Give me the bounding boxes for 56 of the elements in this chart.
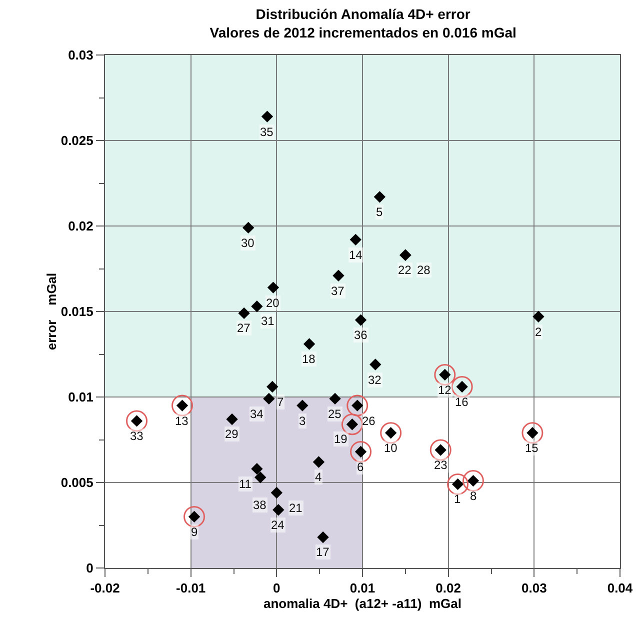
annotation: 9 (191, 525, 198, 539)
x-tick-label: 0.02 (436, 580, 461, 596)
annotation: 36 (354, 328, 368, 342)
y-tick-label: 0 (86, 560, 94, 576)
annotation: 30 (241, 236, 255, 250)
annotation: 20 (266, 296, 280, 310)
chart-subtitle: Valores de 2012 incrementados en 0.016 mGal (210, 24, 516, 40)
annotation: 33 (130, 429, 144, 443)
y-tick-label: 0.015 (60, 304, 94, 320)
x-tick-label: 0.03 (522, 580, 547, 596)
annotation: 12 (438, 383, 452, 397)
y-tick-label: 0.01 (68, 390, 94, 405)
x-tick-label: -0.01 (176, 580, 206, 596)
annotation: 35 (260, 125, 274, 139)
y-axis-title: error mGal (44, 272, 59, 350)
annotation: 5 (376, 205, 383, 219)
annotation: 8 (470, 489, 477, 503)
x-tick-label: 0.01 (350, 580, 376, 596)
annotation: 37 (331, 284, 345, 298)
annotation: 24 (271, 518, 285, 532)
y-tick-label: 0.03 (68, 48, 94, 63)
annotation: 22 (398, 263, 412, 277)
annotation: 6 (357, 460, 364, 474)
annotation: 18 (302, 352, 316, 366)
annotation: 17 (316, 545, 330, 559)
annotation: 29 (225, 427, 239, 441)
x-tick-label: 0.04 (607, 580, 634, 596)
annotation: 3 (299, 414, 306, 428)
annotation: 25 (328, 407, 342, 421)
x-axis-title: anomalia 4D+ (a12+ -a11) mGal (264, 596, 462, 612)
y-tick-label: 0.02 (68, 218, 94, 234)
annotation: 32 (368, 373, 382, 387)
annotation: 27 (237, 321, 251, 335)
annotation: 4 (315, 470, 322, 484)
y-tick-label: 0.005 (60, 475, 94, 490)
annotation: 28 (417, 263, 431, 277)
annotation: 1 (454, 492, 461, 506)
annotation: 23 (434, 458, 448, 472)
x-tick-label: 0 (273, 580, 280, 596)
annotation: 11 (239, 477, 252, 491)
annotation: 15 (525, 441, 539, 455)
annotation: 10 (384, 441, 398, 455)
annotation: 19 (334, 432, 348, 446)
annotation: 31 (261, 314, 275, 328)
chart-title: Distribución Anomalía 4D+ error (256, 6, 471, 22)
annotation: 38 (253, 498, 267, 512)
annotation: 14 (349, 248, 363, 262)
annotation: 13 (175, 414, 189, 428)
annotation: 7 (277, 395, 284, 409)
y-tick-label: 0.025 (60, 133, 94, 148)
annotation: 21 (289, 501, 303, 515)
annotation: 26 (362, 414, 376, 428)
annotation: 34 (250, 407, 264, 421)
annotation: 16 (455, 395, 469, 409)
x-tick-label: -0.02 (90, 580, 120, 596)
annotation: 2 (535, 325, 542, 339)
